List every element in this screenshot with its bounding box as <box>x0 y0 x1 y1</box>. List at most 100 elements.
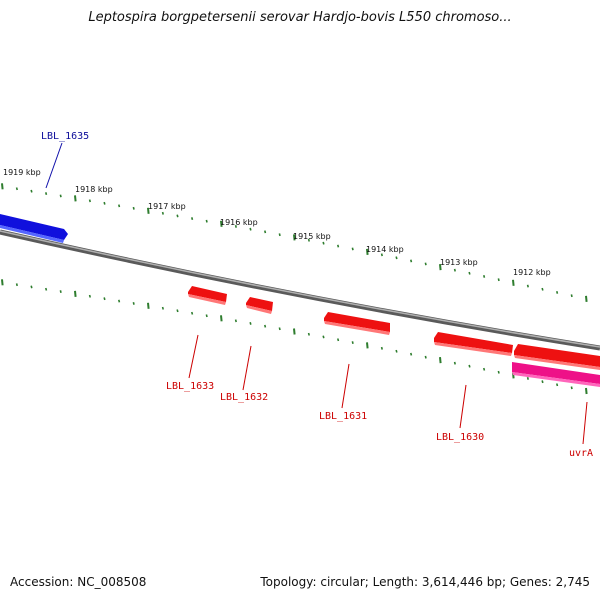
inner-minor-tick <box>410 352 413 356</box>
inner-minor-tick <box>541 380 544 384</box>
inner-major-tick <box>366 342 369 349</box>
gene-LBL_1630[interactable] <box>434 332 513 356</box>
inner-tick-ring <box>1 279 588 395</box>
inner-minor-tick <box>161 306 164 310</box>
gene-label-LBL_1635: LBL_1635 <box>41 131 89 142</box>
accession-label: Accession: NC_008508 <box>10 575 147 589</box>
inner-minor-tick <box>103 297 106 301</box>
gene-uvrA-red[interactable] <box>514 344 600 370</box>
outer-minor-tick <box>205 219 208 223</box>
outer-minor-tick <box>351 247 354 251</box>
tick-label-1918: 1918 kbp <box>75 185 113 194</box>
gene-LBL_1632[interactable] <box>246 297 273 314</box>
tick-label-1917: 1917 kbp <box>148 202 186 211</box>
outer-minor-tick <box>424 262 427 266</box>
leader-line-LBL_1633 <box>188 334 199 379</box>
inner-minor-tick <box>264 324 267 328</box>
outer-minor-tick <box>410 259 413 263</box>
inner-minor-tick <box>322 335 325 339</box>
gene-label-LBL_1633: LBL_1633 <box>166 381 214 392</box>
outer-major-tick <box>293 234 296 241</box>
outer-major-tick <box>74 195 77 202</box>
outer-minor-tick <box>395 256 398 260</box>
gene-label-LBL_1630: LBL_1630 <box>436 432 484 443</box>
tick-label-1915: 1915 kbp <box>293 232 331 241</box>
inner-minor-tick <box>118 299 121 303</box>
inner-minor-tick <box>234 319 237 323</box>
outer-minor-tick <box>264 230 267 234</box>
outer-minor-tick <box>526 284 529 288</box>
inner-major-tick <box>439 357 442 364</box>
outer-minor-tick <box>497 278 500 282</box>
inner-minor-tick <box>453 361 456 365</box>
tick-label-1916: 1916 kbp <box>220 218 258 227</box>
inner-minor-tick <box>132 302 135 305</box>
outer-minor-tick <box>176 214 179 218</box>
inner-minor-tick <box>30 285 33 289</box>
outer-minor-tick <box>249 227 252 231</box>
inner-minor-tick <box>483 367 486 371</box>
outer-minor-tick <box>570 294 573 298</box>
inner-major-tick <box>1 279 4 286</box>
outer-minor-tick <box>337 244 340 248</box>
chromosome-backbone <box>0 229 600 351</box>
outer-minor-tick <box>88 199 91 203</box>
outer-minor-tick <box>132 206 135 210</box>
tick-label-1919: 1919 kbp <box>3 168 41 177</box>
inner-minor-tick <box>307 332 310 336</box>
inner-minor-tick <box>424 355 427 359</box>
inner-minor-tick <box>468 364 471 368</box>
outer-minor-tick <box>307 238 310 242</box>
inner-minor-tick <box>337 338 340 342</box>
outer-minor-tick <box>234 225 237 228</box>
outer-minor-tick <box>118 204 121 208</box>
inner-minor-tick <box>59 290 62 293</box>
inner-minor-tick <box>45 287 48 291</box>
inner-minor-tick <box>395 349 398 353</box>
chromosome-backbone-highlight <box>0 230 600 348</box>
outer-major-tick <box>439 264 442 271</box>
gene-LBL_1633[interactable] <box>188 286 227 305</box>
outer-major-tick <box>1 183 4 190</box>
inner-minor-tick <box>351 341 354 344</box>
inner-minor-tick <box>556 383 559 387</box>
outer-major-tick <box>366 248 369 255</box>
leader-line-LBL_1631 <box>341 363 350 409</box>
inner-minor-tick <box>88 294 91 298</box>
inner-minor-tick <box>205 314 208 318</box>
tick-label-1912: 1912 kbp <box>513 268 551 277</box>
tick-label-1913: 1913 kbp <box>440 258 478 267</box>
outer-minor-tick <box>556 291 559 294</box>
outer-minor-tick <box>161 211 164 215</box>
inner-minor-tick <box>380 346 383 350</box>
gene-label-uvrA: uvrA <box>569 448 593 459</box>
outer-minor-tick <box>278 233 281 237</box>
outer-major-tick <box>512 279 515 286</box>
inner-major-tick <box>585 387 588 395</box>
inner-minor-tick <box>526 377 529 380</box>
leader-line-LBL_1632 <box>242 345 252 391</box>
inner-major-tick <box>74 290 77 297</box>
gene-LBL_1635[interactable] <box>0 214 68 243</box>
genome-summary: Topology: circular; Length: 3,614,446 bp… <box>260 575 590 589</box>
inner-minor-tick <box>497 370 500 374</box>
outer-minor-tick <box>103 201 106 205</box>
outer-minor-tick <box>541 287 544 291</box>
inner-major-tick <box>147 302 150 309</box>
outer-minor-tick <box>468 271 471 275</box>
leader-line-LBL_1635 <box>45 142 63 189</box>
outer-minor-tick <box>191 217 194 220</box>
outer-minor-tick <box>45 192 48 195</box>
outer-minor-tick <box>380 253 383 257</box>
map-title: Leptospira borgpetersenii serovar Hardjo… <box>88 10 512 25</box>
tick-label-1914: 1914 kbp <box>366 245 404 254</box>
outer-minor-tick <box>483 275 486 278</box>
gene-LBL_1631[interactable] <box>324 312 390 335</box>
outer-minor-tick <box>30 189 33 193</box>
outer-major-tick <box>147 207 150 214</box>
gene-uvrA[interactable] <box>512 362 600 387</box>
gene-label-LBL_1631: LBL_1631 <box>319 411 367 422</box>
outer-minor-tick <box>453 268 456 272</box>
inner-minor-tick <box>278 327 281 331</box>
